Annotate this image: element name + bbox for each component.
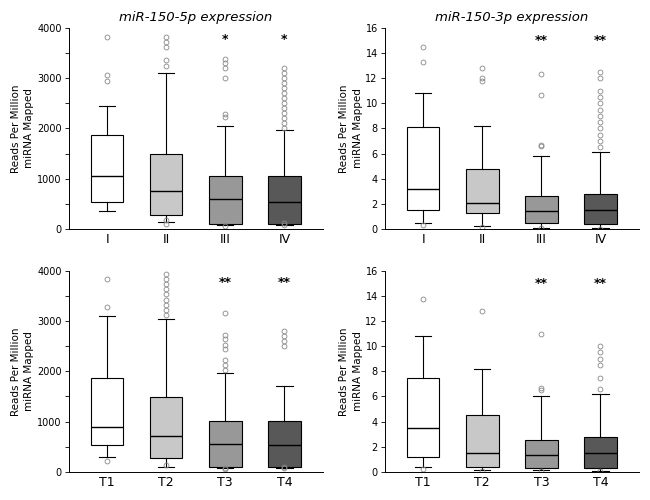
PathPatch shape: [407, 378, 439, 456]
PathPatch shape: [584, 436, 617, 468]
PathPatch shape: [268, 176, 301, 224]
PathPatch shape: [91, 378, 124, 444]
PathPatch shape: [466, 168, 499, 212]
PathPatch shape: [466, 415, 499, 467]
PathPatch shape: [268, 421, 301, 467]
Y-axis label: Reads Per Million
miRNA Mapped: Reads Per Million miRNA Mapped: [339, 84, 363, 172]
Text: **: **: [278, 276, 291, 289]
PathPatch shape: [525, 196, 558, 222]
PathPatch shape: [150, 397, 183, 458]
Text: *: *: [222, 33, 229, 46]
Title: miR-150-3p expression: miR-150-3p expression: [436, 11, 588, 24]
Y-axis label: Reads Per Million
miRNA Mapped: Reads Per Million miRNA Mapped: [11, 327, 34, 416]
PathPatch shape: [91, 135, 124, 202]
Text: **: **: [594, 277, 607, 290]
Title: miR-150-5p expression: miR-150-5p expression: [119, 11, 272, 24]
Text: **: **: [219, 276, 232, 289]
PathPatch shape: [209, 176, 242, 224]
PathPatch shape: [407, 127, 439, 210]
PathPatch shape: [209, 421, 242, 467]
Text: *: *: [281, 33, 288, 46]
PathPatch shape: [525, 440, 558, 468]
Text: **: **: [594, 34, 607, 48]
Y-axis label: Reads Per Million
miRNA Mapped: Reads Per Million miRNA Mapped: [339, 327, 363, 416]
Y-axis label: Reads Per Million
miRNA Mapped: Reads Per Million miRNA Mapped: [11, 84, 34, 172]
PathPatch shape: [150, 154, 183, 216]
Text: **: **: [535, 34, 548, 48]
Text: **: **: [535, 277, 548, 290]
PathPatch shape: [584, 194, 617, 224]
